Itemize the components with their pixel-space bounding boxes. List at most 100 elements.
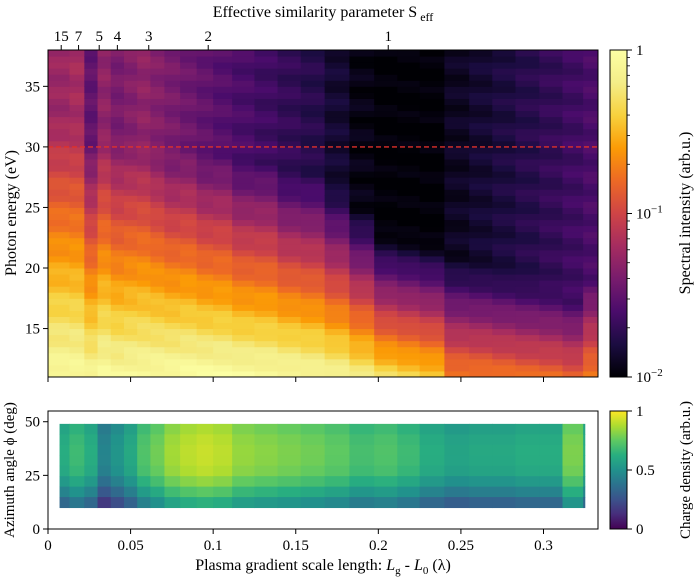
- heatmap-cell: [137, 340, 151, 348]
- x-tick-label: 0.1: [204, 538, 223, 554]
- heatmap-cell: [562, 92, 584, 99]
- heatmap-cell: [515, 80, 540, 87]
- heatmap-cell: [84, 62, 99, 69]
- heatmap-cell: [444, 171, 470, 178]
- heatmap-cell: [397, 56, 421, 63]
- heatmap-cell: [196, 98, 214, 105]
- heatmap-cell: [324, 110, 350, 118]
- heatmap-cell: [48, 183, 70, 190]
- heatmap-cell: [254, 249, 279, 257]
- heatmap-cell: [150, 159, 165, 166]
- heatmap-cell: [300, 92, 326, 99]
- heatmap-cell: [137, 249, 151, 257]
- heatmap-cell: [324, 237, 350, 245]
- heatmap-cell: [84, 159, 99, 166]
- heatmap-cell: [213, 122, 233, 130]
- heatmap-cell: [69, 104, 85, 112]
- heatmap-cell: [123, 358, 138, 366]
- bottom-x-axis-label: Plasma gradient scale length: Lg - L0 (λ…: [195, 557, 451, 577]
- charge-cell: [374, 497, 398, 509]
- heatmap-cell: [164, 370, 181, 377]
- heatmap-cell: [469, 152, 493, 160]
- heatmap-cell: [232, 322, 255, 330]
- heatmap-cell: [492, 322, 516, 330]
- charge-cell: [69, 465, 85, 477]
- heatmap-cell: [84, 334, 99, 342]
- heatmap-cell: [150, 68, 165, 75]
- heatmap-cell: [300, 352, 326, 360]
- heatmap-cell: [492, 189, 516, 196]
- heatmap-cell: [562, 268, 584, 275]
- heatmap-cell: [254, 370, 279, 377]
- heatmap-cell: [196, 219, 214, 227]
- heatmap-cell: [48, 80, 70, 87]
- heatmap-cell: [419, 146, 445, 154]
- heatmap-cell: [110, 274, 125, 281]
- heatmap-cell: [254, 146, 279, 154]
- heatmap-cell: [324, 68, 350, 75]
- heatmap-cell: [397, 122, 421, 130]
- heatmap-cell: [137, 225, 151, 233]
- heatmap-cell: [469, 98, 493, 105]
- heatmap-cell: [300, 122, 326, 130]
- charge-cell: [374, 444, 398, 456]
- heatmap-cell: [300, 80, 326, 87]
- heatmap-cell: [539, 255, 563, 263]
- heatmap-cell: [232, 346, 255, 354]
- heatmap-cell: [84, 316, 99, 323]
- heatmap-cell: [277, 62, 302, 69]
- heatmap-cell: [48, 280, 70, 287]
- heatmap-cell: [137, 231, 151, 239]
- heatmap-cell: [419, 225, 445, 233]
- top-tick-label: 15: [54, 29, 69, 45]
- heatmap-cell: [300, 159, 326, 166]
- heatmap-cell: [150, 370, 165, 377]
- heatmap-cell: [349, 195, 375, 202]
- charge-cell: [444, 465, 470, 477]
- heatmap-cell: [444, 255, 470, 263]
- heatmap-cell: [419, 280, 445, 287]
- heatmap-cell: [300, 268, 326, 275]
- heatmap-cell: [69, 56, 85, 63]
- heatmap-cell: [349, 310, 375, 317]
- charge-cell: [180, 444, 198, 456]
- heatmap-cell: [180, 219, 198, 227]
- heatmap-cell: [469, 86, 493, 93]
- heatmap-cell: [123, 183, 138, 190]
- heatmap-cell: [69, 280, 85, 287]
- heatmap-cell: [213, 98, 233, 105]
- heatmap-cell: [48, 56, 70, 63]
- heatmap-cell: [150, 231, 165, 239]
- heatmap-cell: [196, 201, 214, 208]
- heatmap-cell: [213, 328, 233, 336]
- charge-cell: [444, 444, 470, 456]
- heatmap-cell: [374, 98, 398, 105]
- heatmap-cell: [583, 177, 598, 184]
- heatmap-cell: [300, 56, 326, 63]
- heatmap-cell: [469, 213, 493, 221]
- heatmap-cell: [123, 159, 138, 166]
- y-tick-label: 25: [25, 200, 40, 216]
- heatmap-cell: [213, 358, 233, 366]
- heatmap-cell: [137, 261, 151, 269]
- heatmap-cell: [277, 249, 302, 257]
- heatmap-cell: [164, 346, 181, 354]
- heatmap-cell: [97, 122, 112, 130]
- heatmap-cell: [539, 207, 563, 214]
- heatmap-cell: [539, 152, 563, 160]
- heatmap-cell: [69, 152, 85, 160]
- heatmap-cell: [419, 171, 445, 178]
- heatmap-cell: [232, 86, 255, 93]
- heatmap-cell: [213, 110, 233, 118]
- heatmap-cell: [562, 50, 584, 57]
- heatmap-cell: [539, 328, 563, 336]
- heatmap-cell: [300, 346, 326, 354]
- heatmap-cell: [254, 340, 279, 348]
- colorbar-tick-label: 10−1: [636, 204, 663, 223]
- heatmap-cell: [583, 358, 598, 366]
- heatmap-cell: [164, 243, 181, 251]
- heatmap-cell: [137, 80, 151, 87]
- heatmap-cell: [150, 74, 165, 81]
- charge-cell: [469, 486, 493, 498]
- heatmap-cell: [492, 274, 516, 281]
